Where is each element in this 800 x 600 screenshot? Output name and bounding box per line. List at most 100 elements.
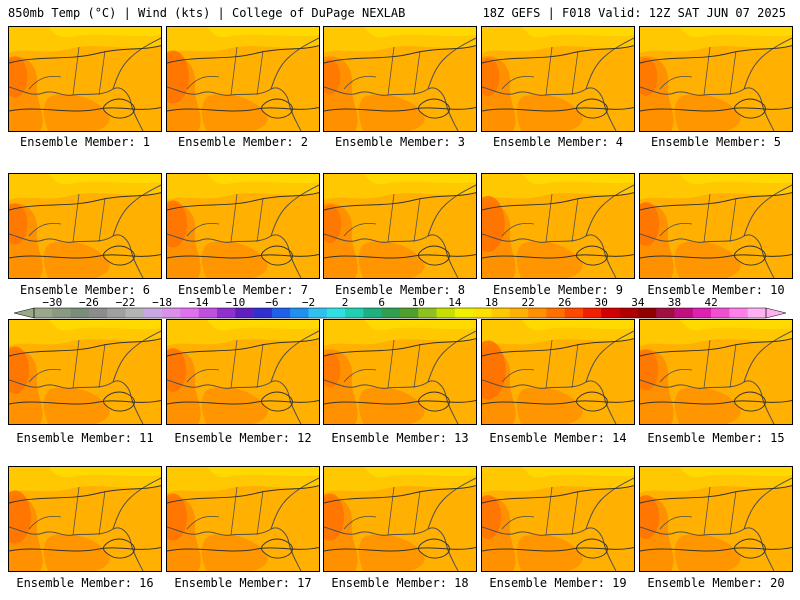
ensemble-map-panel: [166, 26, 320, 132]
colorbar-right-arrow: [765, 307, 786, 319]
temperature-map: [167, 467, 319, 571]
ensemble-member-label: Ensemble Member: 14: [489, 431, 627, 445]
temperature-map: [324, 320, 476, 424]
temperature-map: [640, 467, 792, 571]
colorbar-segment: [637, 308, 657, 318]
temperature-map: [640, 174, 792, 278]
colorbar-segment: [564, 308, 584, 318]
colorbar-tick-label: 22: [521, 296, 535, 309]
ensemble-member-label: Ensemble Member: 20: [647, 576, 785, 590]
ensemble-member-label: Ensemble Member: 12: [174, 431, 312, 445]
colorbar-segment: [363, 308, 382, 318]
ensemble-member-label: Ensemble Member: 11: [16, 431, 154, 445]
colorbar-left-arrow: [14, 307, 35, 319]
ensemble-map-panel: [639, 466, 793, 572]
ensemble-map-panel: [8, 466, 162, 572]
colorbar-segment: [125, 308, 145, 318]
colorbar-segment: [729, 308, 748, 318]
colorbar-tick-label: 34: [631, 296, 645, 309]
temperature-map: [167, 174, 319, 278]
colorbar-tick-label: 18: [484, 296, 499, 309]
ensemble-member-label: Ensemble Member: 4: [492, 135, 624, 149]
colorbar-segment: [528, 308, 547, 318]
colorbar-tick-label: −26: [78, 296, 99, 309]
colorbar-tick-label: −14: [188, 296, 209, 309]
colorbar-tick-label: 2: [341, 296, 349, 309]
colorbar-segment: [217, 308, 236, 318]
ensemble-map-panel: [481, 466, 635, 572]
colorbar-segment: [162, 308, 181, 318]
temperature-map: [9, 467, 161, 571]
ensemble-member-label: Ensemble Member: 6: [19, 283, 151, 297]
ensemble-member-label: Ensemble Member: 1: [19, 135, 151, 149]
ensemble-map-panel: [481, 173, 635, 279]
colorbar-segment: [52, 308, 71, 318]
ensemble-map-panel: [639, 173, 793, 279]
ensemble-member-label: Ensemble Member: 2: [177, 135, 309, 149]
colorbar-segment: [34, 308, 53, 318]
ensemble-member-label: Ensemble Member: 17: [174, 576, 312, 590]
colorbar-segment: [656, 308, 675, 318]
ensemble-map-panel: [323, 466, 477, 572]
colorbar-segment: [345, 308, 364, 318]
temperature-map: [9, 27, 161, 131]
colorbar-tick-label: −18: [152, 296, 173, 309]
ensemble-member-label: Ensemble Member: 18: [331, 576, 469, 590]
colorbar-tick-label: −6: [265, 296, 279, 309]
ensemble-member-label: Ensemble Member: 7: [177, 283, 309, 297]
ensemble-member-label: Ensemble Member: 10: [647, 283, 785, 297]
ensemble-member-label: Ensemble Member: 5: [650, 135, 782, 149]
colorbar-tick-label: 26: [558, 296, 572, 309]
colorbar-segment: [143, 308, 163, 318]
ensemble-member-label: Ensemble Member: 3: [334, 135, 466, 149]
colorbar-segment: [454, 308, 474, 318]
colorbar-segment: [674, 308, 694, 318]
colorbar-tick-label: −10: [225, 296, 246, 309]
temperature-map: [167, 320, 319, 424]
ensemble-map-panel: [639, 26, 793, 132]
colorbar-segment: [619, 308, 639, 318]
colorbar-segment: [308, 308, 328, 318]
temperature-map: [482, 320, 634, 424]
colorbar-tick-label: 6: [378, 296, 385, 309]
colorbar-segment: [583, 308, 602, 318]
colorbar-segment: [546, 308, 565, 318]
ensemble-map-panel: [323, 173, 477, 279]
temperature-map: [482, 27, 634, 131]
colorbar-segment: [253, 308, 273, 318]
colorbar-segment: [692, 308, 712, 318]
colorbar-segment: [70, 308, 90, 318]
temperature-map: [324, 174, 476, 278]
colorbar-tick-label: 30: [594, 296, 608, 309]
ensemble-map-panel: [166, 173, 320, 279]
colorbar-segment: [381, 308, 401, 318]
page-title: 850mb Temp (°C) | Wind (kts) | College o…: [8, 6, 406, 20]
colorbar-segment: [436, 308, 456, 318]
colorbar-tick-label: 42: [704, 296, 718, 309]
colorbar-segment: [418, 308, 437, 318]
colorbar-tick-label: 14: [448, 296, 462, 309]
temperature-map: [324, 27, 476, 131]
temperature-map: [640, 27, 792, 131]
colorbar-tick-label: −22: [115, 296, 136, 309]
temperature-map: [9, 320, 161, 424]
ensemble-member-label: Ensemble Member: 8: [334, 283, 466, 297]
ensemble-map-panel: [323, 319, 477, 425]
ensemble-map-panel: [323, 26, 477, 132]
colorbar-segment: [198, 308, 218, 318]
ensemble-member-label: Ensemble Member: 16: [16, 576, 154, 590]
colorbar-segment: [711, 308, 730, 318]
colorbar-segment: [491, 308, 511, 318]
ensemble-member-label: Ensemble Member: 13: [331, 431, 469, 445]
ensemble-member-label: Ensemble Member: 19: [489, 576, 627, 590]
temperature-map: [167, 27, 319, 131]
temperature-map: [324, 467, 476, 571]
temperature-map: [482, 467, 634, 571]
ensemble-map-panel: [8, 26, 162, 132]
colorbar-tick-label: −30: [42, 296, 63, 309]
colorbar-tick-label: −2: [301, 296, 316, 309]
ensemble-member-label: Ensemble Member: 15: [647, 431, 785, 445]
colorbar-segment: [88, 308, 108, 318]
colorbar-segment: [107, 308, 126, 318]
colorbar-segment: [509, 308, 529, 318]
